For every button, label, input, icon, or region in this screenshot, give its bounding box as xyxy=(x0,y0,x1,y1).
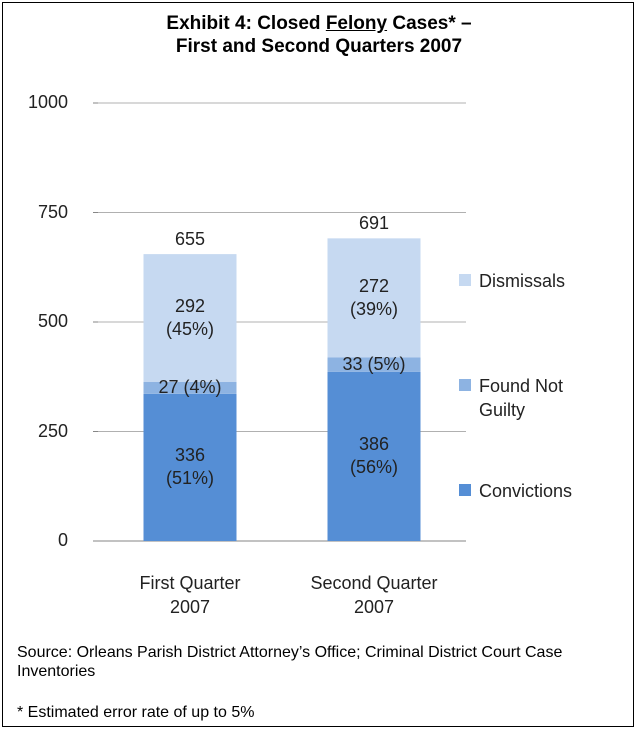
legend-swatch xyxy=(459,379,471,391)
legend-label: Found Not Guilty xyxy=(479,376,564,420)
value-label: 292 (45%) xyxy=(165,296,214,340)
value-label: 33 (5%) xyxy=(342,354,406,375)
total-label: 691 xyxy=(358,213,390,234)
total-label: 655 xyxy=(174,229,206,250)
y-tick-label: 750 xyxy=(37,201,68,222)
y-tick-label: 500 xyxy=(37,311,68,331)
y-tick-label: 1000 xyxy=(27,92,68,112)
legend-swatch xyxy=(459,484,471,496)
footnote: * Estimated error rate of up to 5% xyxy=(17,704,255,721)
x-tick-label: First Quarter 2007 xyxy=(139,573,241,617)
y-tick-label: 0 xyxy=(57,530,68,550)
legend-item: Found Not Guilty xyxy=(459,374,599,422)
title-part: Felony xyxy=(325,13,388,34)
bar-segment xyxy=(327,357,421,372)
bar-segment xyxy=(143,254,237,383)
value-label: 336 (51%) xyxy=(165,445,214,489)
source-note: Source: Orleans Parish District Attorney… xyxy=(17,644,563,680)
bar-segment xyxy=(327,371,421,541)
title-part: Exhibit 4: Closed xyxy=(166,13,321,34)
legend-label: Dismissals xyxy=(479,271,566,291)
legend-swatch xyxy=(459,274,471,286)
legend-item: Convictions xyxy=(459,479,599,503)
title-part: Cases* – xyxy=(392,13,472,34)
value-label: 386 (56%) xyxy=(349,434,398,478)
legend-label: Convictions xyxy=(479,481,573,501)
x-tick-label: Second Quarter 2007 xyxy=(310,573,438,617)
bar-segment xyxy=(143,393,237,541)
value-label: 272 (39%) xyxy=(349,275,398,319)
chart-title: First and Second Quarters 2007 xyxy=(175,36,463,57)
bar-segment xyxy=(327,238,421,358)
y-tick-label: 250 xyxy=(37,420,68,441)
bar-segment xyxy=(143,382,237,394)
chart-title: Exhibit 4: Closed Felony Cases* – xyxy=(3,13,635,35)
plot xyxy=(93,102,466,542)
value-label: 27 (4%) xyxy=(158,377,222,398)
legend-item: Dismissals xyxy=(459,269,599,293)
